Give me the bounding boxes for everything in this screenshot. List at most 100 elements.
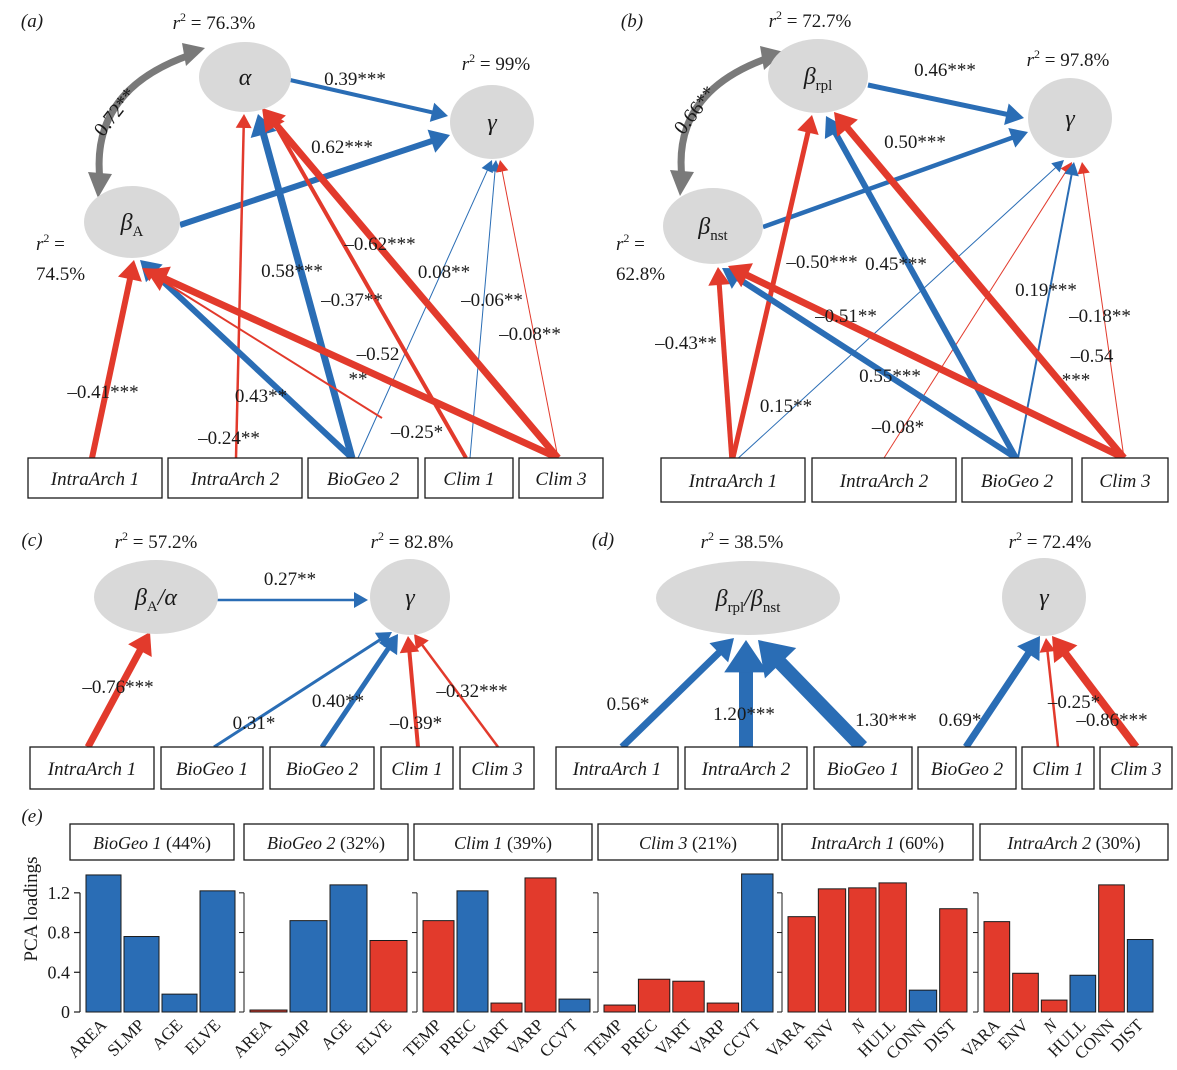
panel-e-xtick-biogeo-1-elve: ELVE <box>181 1015 224 1058</box>
panel-d-box-biogeo-1: BioGeo 1 <box>813 746 913 790</box>
panel-c-path-3 <box>319 634 398 749</box>
panel-e-ytick-1: 0.4 <box>48 962 71 982</box>
panel-b-path-label-0: 0.46*** <box>914 60 976 81</box>
svg-text:γ: γ <box>1065 106 1075 132</box>
panel-e-bar-clim-1-prec <box>456 890 489 1013</box>
svg-text:Clim 3: Clim 3 <box>535 469 586 490</box>
panel-a-path-label-3: –0.24** <box>197 428 260 449</box>
panel-e-bar-clim-1-temp <box>422 920 455 1013</box>
panel-a-node-alpha: α <box>199 42 291 112</box>
panel-a-box-intraarch-1: IntraArch 1 <box>27 457 163 499</box>
panel-b-path-6 <box>824 116 1019 460</box>
panel-c-path-4 <box>399 636 420 748</box>
panel-a-path-10 <box>262 108 561 461</box>
panel-e-ytick-2: 0.8 <box>48 923 71 943</box>
panel-e-bar-biogeo-2-slmp <box>289 920 328 1013</box>
panel-b-path-2 <box>708 267 735 463</box>
panel-b-path-10 <box>728 263 1126 462</box>
panel-e-bar-intraarch-1-hull <box>878 882 907 1013</box>
panel-e-header-clim-3: Clim 3 (21%) <box>639 833 737 854</box>
panel-b-path-label-11: –0.18** <box>1068 306 1131 327</box>
panel-c-path-label-2: 0.31* <box>233 713 276 734</box>
panel-a-path-label-12: –0.08** <box>498 324 561 345</box>
panel-b-path-label-2: –0.43** <box>654 333 717 354</box>
panel-e-xtick-biogeo-1-area: AREA <box>64 1015 111 1062</box>
panel-e-xtick-clim-3-prec: PREC <box>617 1015 661 1059</box>
svg-text:Clim 3: Clim 3 <box>471 759 522 780</box>
panel-e-ytick-0: 0 <box>61 1002 70 1022</box>
panel-d-path-4 <box>1039 638 1060 748</box>
panel-e-xtick-clim-1-ccvt: CCVT <box>536 1015 582 1061</box>
panel-d-box-biogeo-2: BioGeo 2 <box>917 746 1017 790</box>
panel-e-xtick-clim-3-vart: VART <box>651 1015 695 1059</box>
panel-b-path-11 <box>1077 162 1125 459</box>
panel-e-bar-intraarch-2-conn <box>1098 884 1125 1013</box>
svg-text:BioGeo 2: BioGeo 2 <box>981 471 1054 492</box>
panel-e-bar-biogeo-2-elve <box>369 939 408 1013</box>
panel-d-box-clim-3: Clim 3 <box>1099 746 1173 790</box>
svg-text:Clim 1: Clim 1 <box>443 469 494 490</box>
panel-b-r2-beta-rpl: r2 = 72.7% <box>769 8 852 32</box>
panel-a-path-1 <box>179 129 450 228</box>
panel-a-r2-alpha: r2 = 76.3% <box>173 10 256 34</box>
panel-e-xtick-biogeo-1-age: AGE <box>148 1015 186 1053</box>
panel-e-header-biogeo-1: BioGeo 1 (44%) <box>93 833 211 854</box>
panel-e-bar-clim-3-temp <box>603 1004 636 1013</box>
panel-e-xtick-intraarch-2-env: ENV <box>994 1015 1033 1054</box>
panel-e-xtick-biogeo-2-area: AREA <box>229 1015 276 1062</box>
svg-text:Clim 3: Clim 3 <box>1110 759 1161 780</box>
panel-e-bar-intraarch-2-dist <box>1126 939 1154 1013</box>
panel-d-path-1 <box>724 640 768 747</box>
panel-b-path-7 <box>722 268 1018 461</box>
svg-text:βA: βA <box>120 210 144 240</box>
panel-a-covariance-label: 0.72** <box>90 84 141 141</box>
panel-e-xtick-clim-3-ccvt: CCVT <box>719 1015 765 1061</box>
panel-e-xtick-clim-3-temp: TEMP <box>581 1015 626 1060</box>
panel-e-header-biogeo-2: BioGeo 2 (32%) <box>267 833 385 854</box>
panel-a-path-12 <box>496 160 559 459</box>
svg-text:IntraArch 1: IntraArch 1 <box>572 759 661 780</box>
panel-e-bar-biogeo-1-area <box>85 874 122 1013</box>
svg-text:α: α <box>239 65 252 91</box>
panel-c-path-label-0: 0.27** <box>264 569 316 590</box>
panel-c-path-1 <box>84 632 152 749</box>
panel-e-xtick-biogeo-1-slmp: SLMP <box>103 1015 148 1060</box>
panel-a-label: (a) <box>21 11 43 32</box>
panel-c-box-clim-3: Clim 3 <box>459 746 535 790</box>
panel-a-path-label-10: –0.62*** <box>343 234 415 255</box>
panel-e-xtick-clim-1-prec: PREC <box>436 1015 480 1059</box>
panel-d-node-ratio: βrpl/βnst <box>656 561 840 635</box>
svg-text:BioGeo 2: BioGeo 2 <box>931 759 1004 780</box>
panel-c-box-clim-1: Clim 1 <box>380 746 454 790</box>
svg-text:IntraArch 2: IntraArch 2 <box>839 471 929 492</box>
panel-d-box-intraarch-1: IntraArch 1 <box>555 746 679 790</box>
panel-b-path-label-7: 0.55*** <box>859 366 921 387</box>
panel-c-box-biogeo-1: BioGeo 1 <box>160 746 264 790</box>
panel-b-box-biogeo-2: BioGeo 2 <box>961 457 1073 503</box>
panel-d-path-label-1: 1.20*** <box>713 704 775 725</box>
panel-e-bar-clim-1-varp <box>524 877 557 1013</box>
panel-e-bar-intraarch-2-n <box>1040 999 1068 1013</box>
panel-e-bar-clim-3-ccvt <box>741 873 774 1013</box>
panel-e-ytick-3: 1.2 <box>48 883 71 903</box>
panel-d-path-label-4: –0.25* <box>1047 692 1100 713</box>
panel-a-path-label-11-b: ** <box>349 369 368 390</box>
svg-text:Clim 1: Clim 1 <box>1032 759 1083 780</box>
panel-d-node-gamma: γ <box>1002 558 1086 636</box>
panel-e-bar-intraarch-1-conn <box>908 989 938 1013</box>
panel-d-path-label-0: 0.56* <box>607 694 650 715</box>
svg-text:BioGeo 1: BioGeo 1 <box>176 759 248 780</box>
panel-a-path-label-2: –0.41*** <box>66 382 138 403</box>
panel-d-r2-ratio: r2 = 38.5% <box>701 529 784 553</box>
panel-b-path-4 <box>733 160 1064 463</box>
panel-a-r2-gamma: r2 = 99% <box>462 51 531 75</box>
panel-e-header-clim-1: Clim 1 (39%) <box>454 833 552 854</box>
panel-a-path-label-1: 0.62*** <box>311 137 373 158</box>
panel-d-path-label-2: 1.30*** <box>855 710 917 731</box>
panel-a-path-label-6: 0.08** <box>418 262 470 283</box>
panel-e-bar-clim-1-vart <box>490 1002 523 1013</box>
